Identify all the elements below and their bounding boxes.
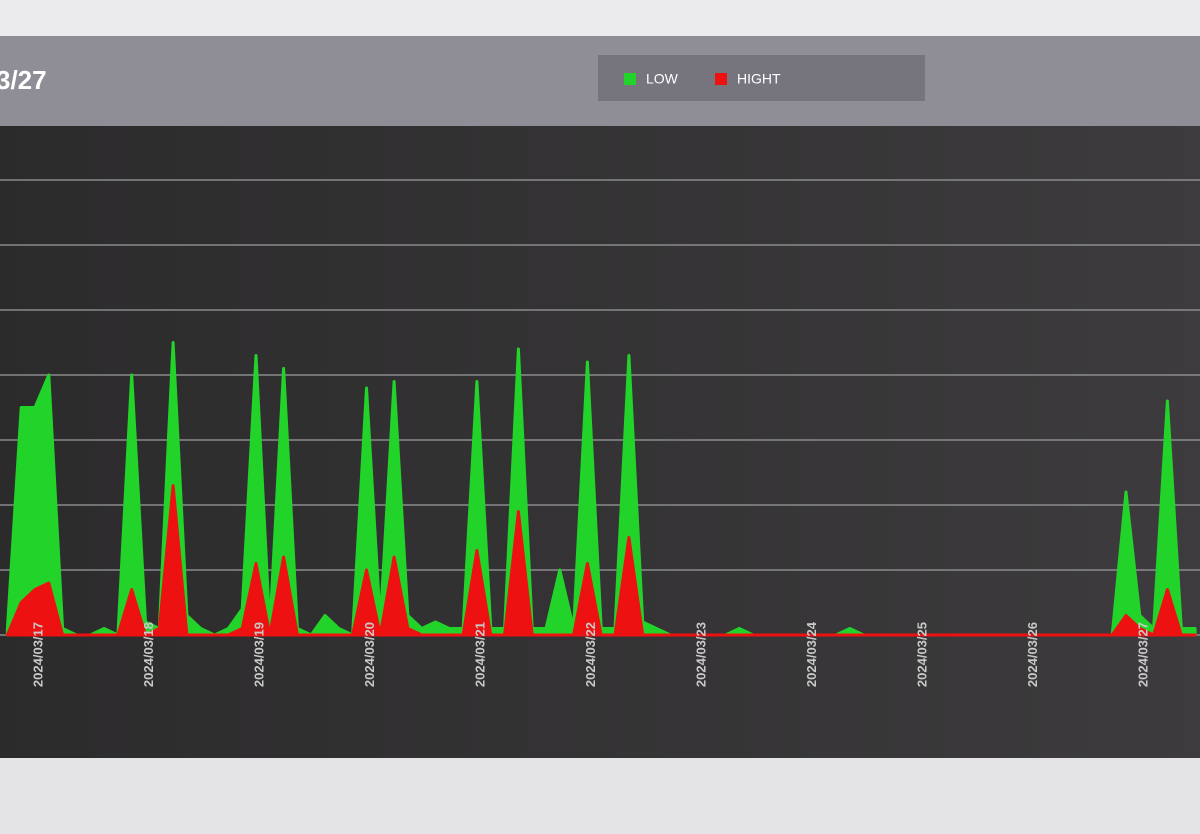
x-tick-label: 2024/03/19 <box>251 622 266 687</box>
x-tick-label: 2024/03/24 <box>804 621 819 687</box>
plot-area <box>0 126 1200 758</box>
x-tick-label: 2024/03/27 <box>1135 622 1150 687</box>
marks <box>5 341 1197 637</box>
legend-label: HIGHT <box>737 71 781 87</box>
x-axis: 2024/03/17 2024/03/18 2024/03/19 2024/03/20… <box>30 621 1150 687</box>
legend-swatch <box>715 73 727 85</box>
top-margin <box>0 0 1200 36</box>
legend: LOW HIGHT <box>624 71 781 87</box>
x-tick-label: 2024/03/26 <box>1025 622 1040 687</box>
chart-title: 3/27 <box>0 65 47 95</box>
legend-swatch <box>624 73 636 85</box>
x-tick-label: 2024/03/20 <box>362 622 377 687</box>
legend-box <box>598 55 925 101</box>
x-tick-label: 2024/03/18 <box>141 622 156 687</box>
x-tick-label: 2024/03/22 <box>583 622 598 687</box>
x-tick-label: 2024/03/25 <box>914 622 929 687</box>
x-tick-label: 2024/03/21 <box>472 622 487 687</box>
bottom-margin <box>0 758 1200 834</box>
x-tick-label: 2024/03/17 <box>30 622 45 687</box>
series-area <box>5 484 1197 637</box>
x-tick-label: 2024/03/23 <box>693 622 708 687</box>
legend-label: LOW <box>646 71 679 87</box>
